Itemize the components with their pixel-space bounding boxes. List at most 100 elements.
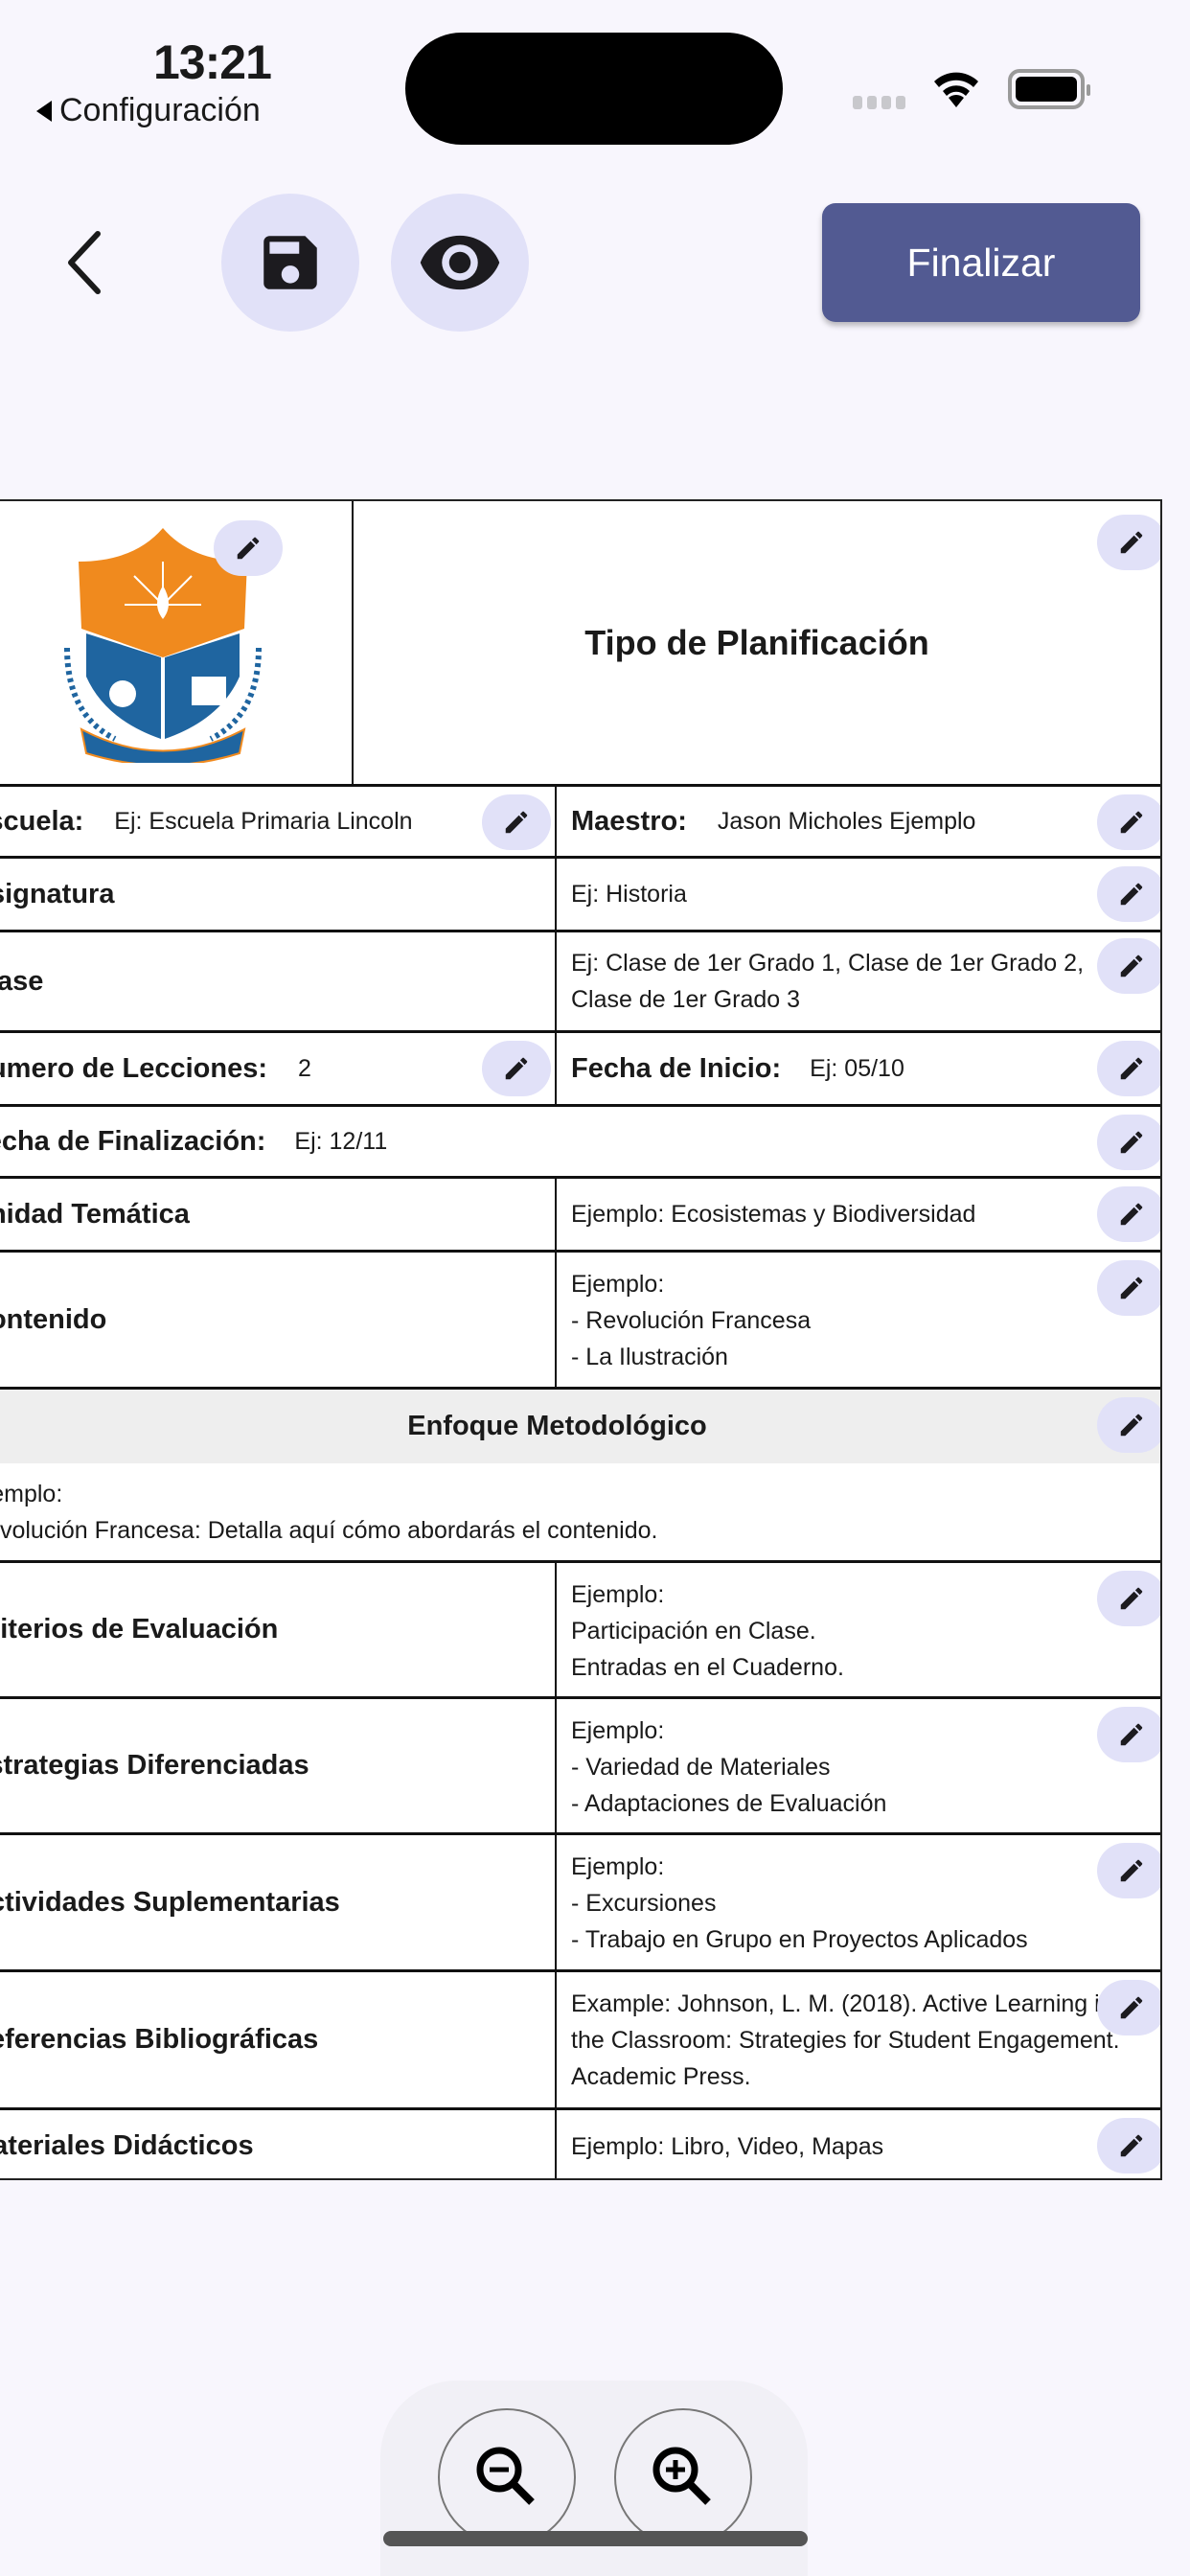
school-value: Ej: Escuela Primaria Lincoln bbox=[114, 807, 413, 835]
strategies-label: Estrategias Diferenciadas bbox=[0, 1750, 309, 1781]
pencil-icon bbox=[1120, 1131, 1143, 1154]
home-indicator[interactable] bbox=[383, 2531, 808, 2546]
edit-content-button[interactable] bbox=[1097, 1260, 1160, 1316]
end-date-label: Fecha de Finalización: bbox=[0, 1125, 266, 1157]
edit-unit-button[interactable] bbox=[1097, 1186, 1160, 1242]
materials-label: Materiales Didácticos bbox=[0, 2130, 254, 2161]
criteria-row: Criterios de Evaluación Ejemplo: Partici… bbox=[0, 1563, 1160, 1699]
method-label: Enfoque Metodológico bbox=[407, 1411, 707, 1441]
edit-class-button[interactable] bbox=[1097, 938, 1160, 994]
pencil-icon bbox=[1120, 1859, 1143, 1882]
back-button[interactable] bbox=[57, 226, 115, 299]
edit-teacher-button[interactable] bbox=[1097, 794, 1160, 850]
header-row: Tipo de Planificación bbox=[0, 501, 1160, 787]
lessons-start-row: Numero de Lecciones: 2 Fecha de Inicio: Ej… bbox=[0, 1033, 1160, 1107]
zoom-out-button[interactable] bbox=[438, 2408, 576, 2546]
edit-title-button[interactable] bbox=[1097, 515, 1160, 570]
edit-activities-button[interactable] bbox=[1097, 1843, 1160, 1898]
class-row: Clase Ej: Clase de 1er Grado 1, Clase de… bbox=[0, 932, 1160, 1033]
preview-button[interactable] bbox=[391, 194, 529, 332]
edit-materials-button[interactable] bbox=[1097, 2118, 1160, 2174]
references-row: Referencias Bibliográficas Example: John… bbox=[0, 1972, 1160, 2110]
references-label: Referencias Bibliográficas bbox=[0, 2024, 319, 2055]
logo-cell bbox=[0, 501, 354, 784]
pencil-icon bbox=[505, 1057, 528, 1080]
back-app-label: Configuración bbox=[59, 92, 261, 128]
end-date-row: Fecha de Finalización: Ej: 12/11 bbox=[0, 1107, 1160, 1179]
edit-lessons-button[interactable] bbox=[482, 1041, 551, 1096]
pencil-icon bbox=[505, 811, 528, 834]
references-value: Example: Johnson, L. M. (2018). Active L… bbox=[571, 1990, 1120, 2090]
pencil-icon bbox=[1120, 1203, 1143, 1226]
battery-icon bbox=[1008, 69, 1090, 109]
pencil-icon bbox=[1120, 954, 1143, 978]
edit-school-button[interactable] bbox=[482, 794, 551, 850]
lessons-label: Numero de Lecciones: bbox=[0, 1052, 268, 1084]
edit-method-button[interactable] bbox=[1097, 1397, 1160, 1453]
plan-type-cell: Tipo de Planificación bbox=[354, 501, 1160, 784]
save-button[interactable] bbox=[221, 194, 359, 332]
teacher-label: Maestro: bbox=[571, 805, 687, 837]
edit-subject-button[interactable] bbox=[1097, 866, 1160, 922]
edit-logo-button[interactable] bbox=[214, 520, 283, 576]
pencil-icon bbox=[237, 537, 260, 560]
pencil-icon bbox=[1120, 1723, 1143, 1746]
activities-row: Actividades Suplementarias Ejemplo: - Ex… bbox=[0, 1835, 1160, 1972]
activities-value: Ejemplo: - Excursiones - Trabajo en Grup… bbox=[571, 1853, 1028, 1953]
pencil-icon bbox=[1120, 1414, 1143, 1437]
school-label: Escuela: bbox=[0, 805, 84, 837]
strategies-row: Estrategias Diferenciadas Ejemplo: - Var… bbox=[0, 1699, 1160, 1835]
save-icon bbox=[263, 236, 317, 289]
materials-value: Ejemplo: Libro, Video, Mapas bbox=[571, 2132, 884, 2160]
start-date-label: Fecha de Inicio: bbox=[571, 1052, 782, 1084]
criteria-value: Ejemplo: Participación en Clase. Entrada… bbox=[571, 1581, 844, 1681]
materials-row: Materiales Didácticos Ejemplo: Libro, Vi… bbox=[0, 2110, 1160, 2178]
pencil-icon bbox=[1120, 1996, 1143, 2019]
cellular-signal-icon bbox=[853, 96, 905, 109]
unit-row: Unidad Temática Ejemplo: Ecosistemas y B… bbox=[0, 1179, 1160, 1253]
edit-start-date-button[interactable] bbox=[1097, 1041, 1160, 1096]
content-label: Contenido bbox=[0, 1303, 107, 1335]
pencil-icon bbox=[1120, 811, 1143, 834]
pencil-icon bbox=[1120, 2134, 1143, 2157]
activities-label: Actividades Suplementarias bbox=[0, 1886, 340, 1918]
content-row: Contenido Ejemplo: - Revolución Francesa… bbox=[0, 1253, 1160, 1390]
zoom-in-icon bbox=[652, 2447, 711, 2505]
pencil-icon bbox=[1120, 1276, 1143, 1300]
edit-end-date-button[interactable] bbox=[1097, 1115, 1160, 1170]
edit-strategies-button[interactable] bbox=[1097, 1707, 1160, 1762]
pencil-icon bbox=[1120, 1587, 1143, 1610]
end-date-value: Ej: 12/11 bbox=[294, 1127, 388, 1155]
subject-label: Asignatura bbox=[0, 878, 115, 909]
edit-criteria-button[interactable] bbox=[1097, 1571, 1160, 1626]
finalize-button[interactable]: Finalizar bbox=[822, 203, 1140, 322]
edit-references-button[interactable] bbox=[1097, 1980, 1160, 2036]
criteria-label: Criterios de Evaluación bbox=[0, 1614, 279, 1644]
pencil-icon bbox=[1120, 1057, 1143, 1080]
eye-icon bbox=[420, 235, 500, 290]
pencil-icon bbox=[1120, 883, 1143, 906]
content-value: Ejemplo: - Revolución Francesa - La Ilus… bbox=[571, 1271, 812, 1370]
subject-row: Asignatura Ej: Historia bbox=[0, 859, 1160, 932]
class-value: Ej: Clase de 1er Grado 1, Clase de 1er G… bbox=[571, 950, 1085, 1013]
plan-table: Tipo de Planificación Escuela: Ej: Escuel… bbox=[0, 499, 1162, 2180]
strategies-value: Ejemplo: - Variedad de Materiales - Adap… bbox=[571, 1717, 887, 1817]
school-teacher-row: Escuela: Ej: Escuela Primaria Lincoln Mae… bbox=[0, 787, 1160, 859]
start-date-value: Ej: 05/10 bbox=[810, 1054, 904, 1082]
pencil-icon bbox=[1120, 531, 1143, 554]
method-value: Ejemplo: Revolución Francesa: Detalla aq… bbox=[0, 1480, 658, 1544]
class-label: Clase bbox=[0, 965, 44, 997]
zoom-in-button[interactable] bbox=[614, 2408, 752, 2546]
unit-value: Ejemplo: Ecosistemas y Biodiversidad bbox=[571, 1201, 976, 1228]
teacher-value: Jason Micholes Ejemplo bbox=[717, 807, 976, 835]
zoom-out-icon bbox=[476, 2447, 535, 2505]
back-triangle-icon bbox=[36, 100, 52, 122]
back-to-app-link[interactable]: Configuración bbox=[36, 92, 261, 129]
status-time: 13:21 bbox=[153, 35, 272, 89]
wifi-icon bbox=[934, 72, 978, 107]
lessons-value: 2 bbox=[298, 1054, 311, 1082]
method-text-row: Ejemplo: Revolución Francesa: Detalla aq… bbox=[0, 1463, 1160, 1563]
subject-value: Ej: Historia bbox=[571, 881, 687, 908]
method-header-row: Enfoque Metodológico bbox=[0, 1390, 1160, 1463]
unit-label: Unidad Temática bbox=[0, 1198, 190, 1230]
